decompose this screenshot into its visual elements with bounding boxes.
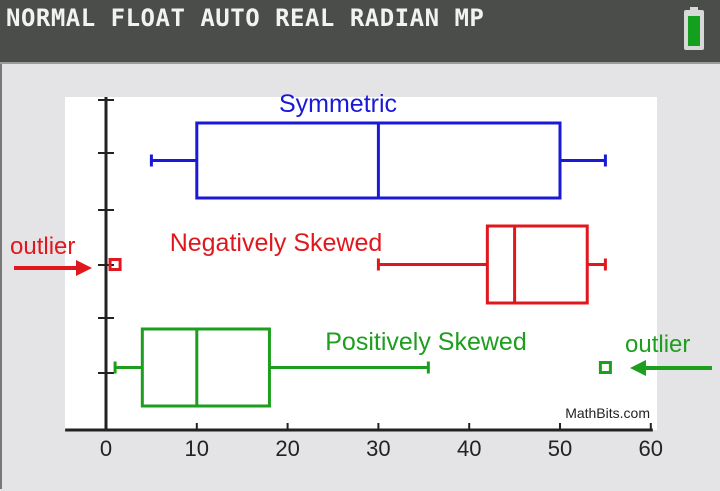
status-bar: NORMAL FLOAT AUTO REAL RADIAN MP — [0, 0, 720, 64]
battery-icon-cap — [690, 7, 698, 11]
boxplot-positively-skewed — [113, 327, 612, 408]
status-text: NORMAL FLOAT AUTO REAL RADIAN MP — [6, 4, 485, 32]
battery-fill — [688, 16, 700, 46]
plot-area — [65, 97, 657, 430]
x-tick-label: 0 — [100, 436, 112, 461]
x-tick-label: 20 — [275, 436, 299, 461]
label-negatively-skewed: Negatively Skewed — [170, 229, 383, 257]
x-tick-label: 40 — [457, 436, 481, 461]
x-tick-label: 30 — [366, 436, 390, 461]
outlier-annotation-red: outlier — [10, 233, 75, 260]
arrow-left-icon — [630, 360, 712, 376]
outlier-point — [108, 258, 122, 271]
label-positively-skewed: Positively Skewed — [325, 328, 526, 356]
box — [485, 224, 589, 305]
x-tick-label: 10 — [185, 436, 209, 461]
x-tick-label: 50 — [548, 436, 572, 461]
boxplot-symmetric — [149, 121, 607, 200]
boxplot-negatively-skewed — [108, 224, 607, 305]
watermark: MathBits.com — [565, 405, 650, 421]
arrow-right-icon — [14, 260, 92, 276]
label-symmetric: Symmetric — [279, 90, 397, 118]
box — [140, 327, 271, 408]
graph-screen — [0, 64, 720, 489]
outlier-annotation-green: outlier — [625, 331, 690, 358]
outlier-point — [598, 361, 612, 374]
x-tick-label: 60 — [639, 436, 663, 461]
